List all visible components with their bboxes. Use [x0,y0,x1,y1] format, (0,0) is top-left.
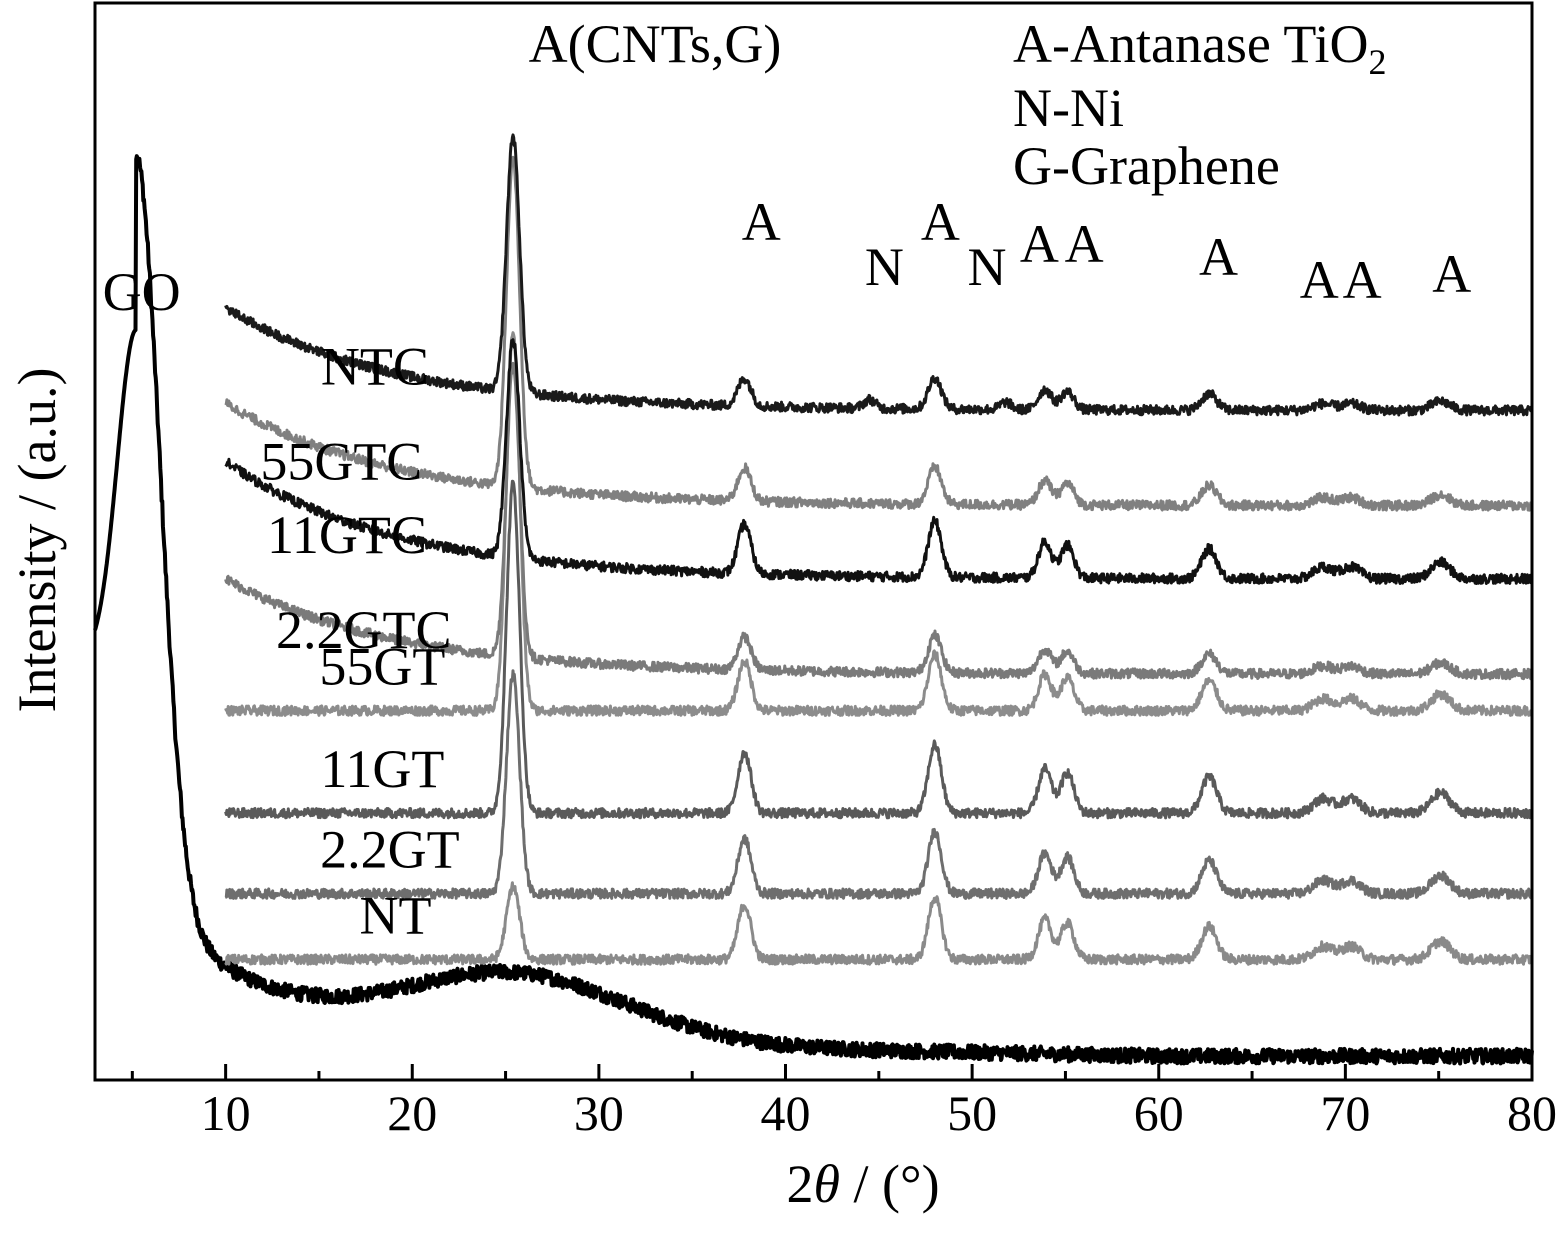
legend-entry-graphene: G-Graphene [1013,136,1280,196]
series-line-2-2gtc [224,361,1534,681]
x-axis-title: 2θ / (°) [786,1154,939,1214]
series-label-go: GO [103,262,181,322]
x-tick-label: 20 [387,1085,437,1141]
series-label-2-2gtc: 2.2GTC [276,600,452,660]
peak-label-a: A [1020,214,1059,274]
peak-label-n: N [968,237,1007,297]
x-tick-label: 80 [1507,1085,1557,1141]
peak-label-a: A [1065,214,1104,274]
series-line-2-2gt [224,669,1534,900]
x-axis-ticks: 10 20 30 40 50 60 70 80 [130,1064,1557,1141]
peak-label-a: A [921,192,960,252]
legend-entry-ni: N-Ni [1013,78,1124,138]
series-line-55gtc [224,155,1534,512]
peak-label-a: A [1300,250,1339,310]
legend-entry-antanase: A-Antanase TiO2 [1013,14,1387,82]
legend: A-Antanase TiO2 N-Ni G-Graphene [1013,14,1387,196]
plot-frame [93,1,1534,1082]
peak-label-a: A [1432,244,1471,304]
series-traces [93,133,1534,1066]
y-axis-title: Intensity / (a.u.) [7,368,67,713]
x-tick-label: 10 [201,1085,251,1141]
series-line-11gt [224,479,1534,820]
series-line-55gt [224,331,1534,717]
series-label-11gtc: 11GTC [267,505,427,565]
x-tick-label: 70 [1320,1085,1370,1141]
top-peak-label: A(CNTs,G) [529,14,782,74]
x-tick-label: 60 [1134,1085,1184,1141]
series-label-11gt: 11GT [320,739,444,799]
series-label-55gt: 55GT [319,637,445,697]
peak-label-a: A [1199,227,1238,287]
peak-label-a: A [1343,250,1382,310]
series-label-nt: NT [359,886,431,946]
series-line-ntc [224,133,1533,417]
peak-label-a: A [742,192,781,252]
series-label-ntc: NTC [321,337,429,397]
x-tick-label: 30 [574,1085,624,1141]
series-line-go [93,154,1534,1066]
series-label-55gtc: 55GTC [260,432,422,492]
x-tick-label: 50 [947,1085,997,1141]
peak-label-n: N [865,237,904,297]
series-line-nt [224,881,1534,966]
x-tick-label: 40 [761,1085,811,1141]
series-label-2-2gt: 2.2GT [320,820,459,880]
series-line-11gtc [224,338,1534,585]
